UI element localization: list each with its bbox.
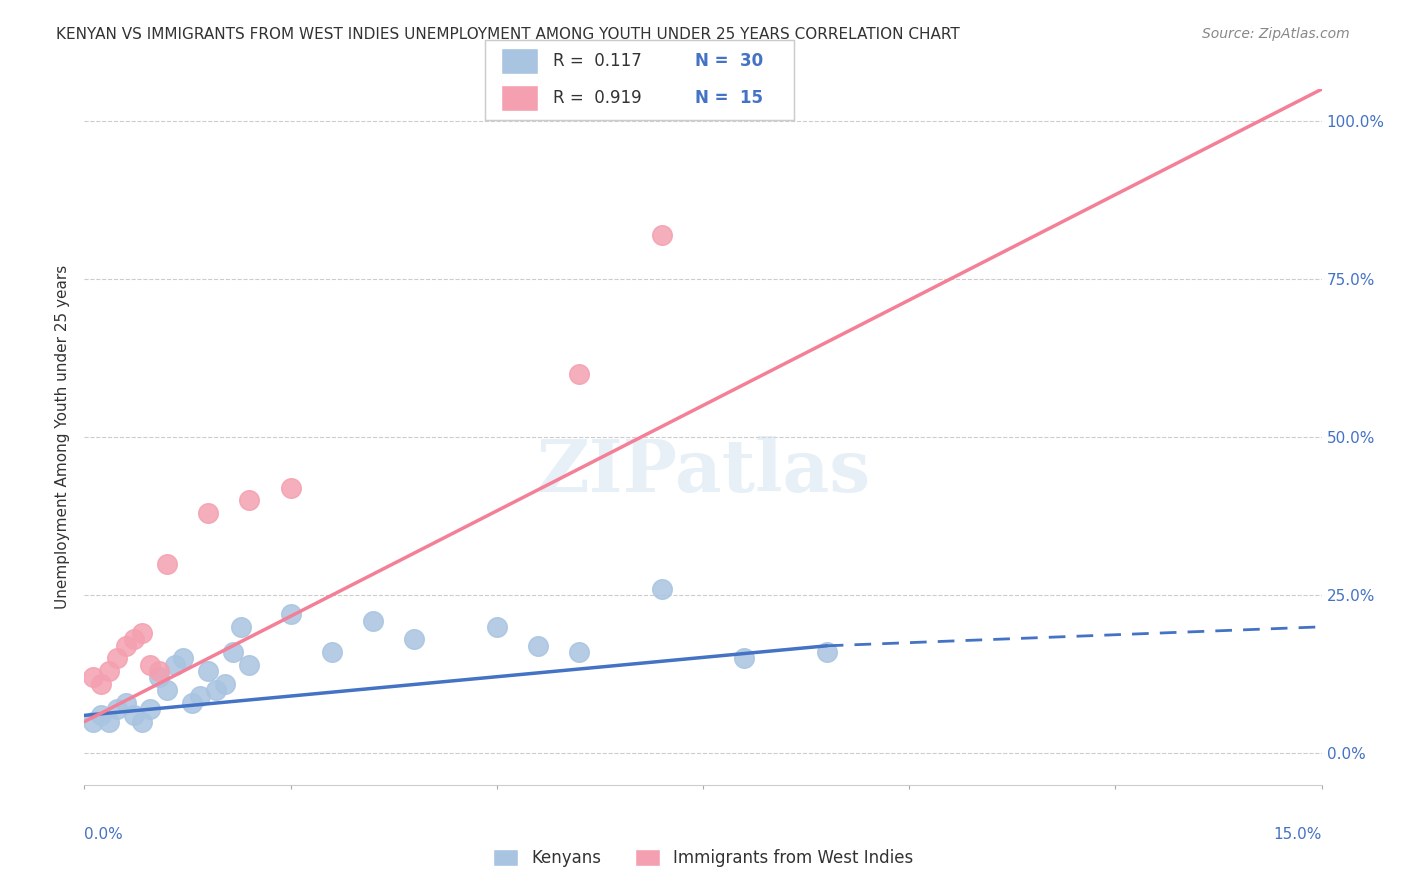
- Bar: [501, 48, 537, 74]
- Point: [148, 670, 170, 684]
- Point: [139, 702, 162, 716]
- Point: [214, 677, 236, 691]
- Text: N =  30: N = 30: [696, 52, 763, 70]
- Text: KENYAN VS IMMIGRANTS FROM WEST INDIES UNEMPLOYMENT AMONG YOUTH UNDER 25 YEARS CO: KENYAN VS IMMIGRANTS FROM WEST INDIES UN…: [56, 27, 960, 42]
- Point: [114, 696, 136, 710]
- Point: [321, 645, 343, 659]
- Point: [82, 714, 104, 729]
- Point: [114, 639, 136, 653]
- Point: [156, 683, 179, 698]
- Text: R =  0.919: R = 0.919: [553, 89, 641, 107]
- Point: [131, 714, 153, 729]
- Point: [148, 664, 170, 678]
- Point: [90, 677, 112, 691]
- Point: [280, 481, 302, 495]
- Point: [122, 708, 145, 723]
- Text: 0.0%: 0.0%: [84, 827, 124, 842]
- Point: [188, 690, 211, 704]
- Point: [139, 657, 162, 672]
- Point: [197, 664, 219, 678]
- Point: [238, 657, 260, 672]
- Point: [105, 702, 128, 716]
- Point: [82, 670, 104, 684]
- Text: Source: ZipAtlas.com: Source: ZipAtlas.com: [1202, 27, 1350, 41]
- Point: [197, 506, 219, 520]
- Legend: Kenyans, Immigrants from West Indies: Kenyans, Immigrants from West Indies: [486, 843, 920, 874]
- Point: [165, 657, 187, 672]
- Point: [568, 645, 591, 659]
- Text: ZIPatlas: ZIPatlas: [536, 436, 870, 508]
- Point: [485, 620, 508, 634]
- Point: [98, 664, 121, 678]
- Bar: [501, 85, 537, 111]
- Point: [815, 645, 838, 659]
- Point: [568, 367, 591, 381]
- Point: [172, 651, 194, 665]
- Point: [361, 614, 384, 628]
- Point: [105, 651, 128, 665]
- Y-axis label: Unemployment Among Youth under 25 years: Unemployment Among Youth under 25 years: [55, 265, 70, 609]
- Point: [122, 632, 145, 647]
- Point: [733, 651, 755, 665]
- Text: R =  0.117: R = 0.117: [553, 52, 643, 70]
- Point: [156, 557, 179, 571]
- Point: [229, 620, 252, 634]
- Text: 15.0%: 15.0%: [1274, 827, 1322, 842]
- Point: [205, 683, 228, 698]
- Text: N =  15: N = 15: [696, 89, 763, 107]
- Point: [280, 607, 302, 622]
- Point: [651, 227, 673, 242]
- Point: [527, 639, 550, 653]
- Point: [131, 626, 153, 640]
- Point: [404, 632, 426, 647]
- Point: [180, 696, 202, 710]
- Point: [238, 493, 260, 508]
- Point: [651, 582, 673, 596]
- Point: [222, 645, 245, 659]
- Point: [90, 708, 112, 723]
- Point: [98, 714, 121, 729]
